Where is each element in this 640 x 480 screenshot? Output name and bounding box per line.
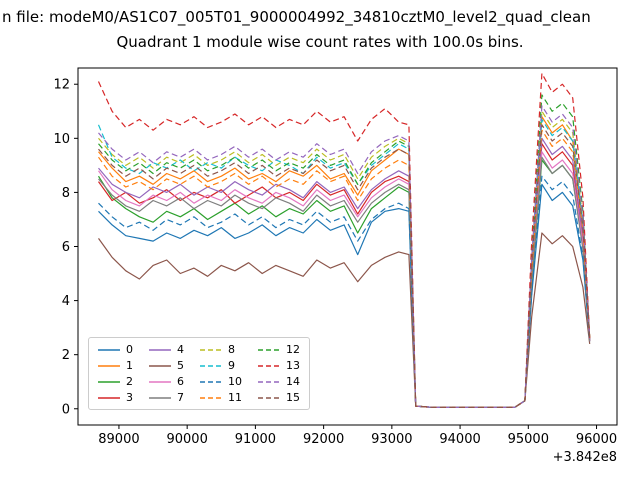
series-line-13 bbox=[97, 72, 591, 408]
series-line-11 bbox=[98, 129, 591, 408]
x-tick-label: 89000 bbox=[98, 432, 139, 447]
x-tick-label: 94000 bbox=[439, 432, 480, 447]
legend-label: 7 bbox=[177, 391, 184, 404]
legend-line-sample bbox=[149, 348, 171, 351]
legend-line-sample bbox=[200, 348, 222, 351]
legend-label: 15 bbox=[286, 391, 300, 404]
y-tick-label: 2 bbox=[62, 348, 70, 363]
series-line-5 bbox=[98, 232, 591, 408]
x-tick-label: 92000 bbox=[303, 432, 344, 447]
chart-title: Quadrant 1 module wise count rates with … bbox=[116, 33, 524, 51]
y-tick-label: 10 bbox=[53, 132, 70, 147]
legend-line-sample bbox=[258, 348, 280, 351]
legend-label: 3 bbox=[126, 391, 133, 404]
legend-column: 4 5 6 7 bbox=[149, 343, 184, 404]
legend-line-sample bbox=[98, 364, 120, 367]
legend-entry-14: 14 bbox=[258, 375, 300, 388]
legend-label: 13 bbox=[286, 359, 300, 372]
legend-line-sample bbox=[98, 396, 120, 399]
legend-entry-15: 15 bbox=[258, 391, 300, 404]
legend-label: 11 bbox=[228, 391, 242, 404]
x-tick-label: 91000 bbox=[235, 432, 276, 447]
legend-label: 12 bbox=[286, 343, 300, 356]
legend-label: 0 bbox=[126, 343, 133, 356]
y-tick-label: 4 bbox=[62, 294, 70, 309]
legend-line-sample bbox=[258, 380, 280, 383]
series-line-15 bbox=[98, 124, 591, 408]
legend-entry-13: 13 bbox=[258, 359, 300, 372]
legend-line-sample bbox=[98, 348, 120, 351]
legend-line-sample bbox=[258, 364, 280, 367]
legend-label: 9 bbox=[228, 359, 235, 372]
legend-label: 6 bbox=[177, 375, 184, 388]
legend-entry-0: 0 bbox=[98, 343, 133, 356]
legend-label: 8 bbox=[228, 343, 235, 356]
legend-entry-3: 3 bbox=[98, 391, 133, 404]
y-tick-label: 8 bbox=[62, 186, 70, 201]
y-tick-label: 12 bbox=[53, 78, 70, 93]
x-tick-label: 93000 bbox=[371, 432, 412, 447]
legend-label: 4 bbox=[177, 343, 184, 356]
x-tick-label: 95000 bbox=[508, 432, 549, 447]
legend-label: 2 bbox=[126, 375, 133, 388]
legend-line-sample bbox=[149, 396, 171, 399]
x-axis-offset-label: +3.842e8 bbox=[553, 450, 617, 465]
legend-label: 1 bbox=[126, 359, 133, 372]
legend-entry-12: 12 bbox=[258, 343, 300, 356]
legend-label: 14 bbox=[286, 375, 300, 388]
series-line-10 bbox=[98, 175, 591, 408]
legend-line-sample bbox=[200, 396, 222, 399]
legend-entry-6: 6 bbox=[149, 375, 184, 388]
legend-entry-11: 11 bbox=[200, 391, 242, 404]
legend-entry-8: 8 bbox=[200, 343, 242, 356]
x-tick-label: 90000 bbox=[166, 432, 207, 447]
legend-entry-5: 5 bbox=[149, 359, 184, 372]
legend-column: 0 1 2 3 bbox=[98, 343, 133, 404]
legend-entry-2: 2 bbox=[98, 375, 133, 388]
legend-entry-4: 4 bbox=[149, 343, 184, 356]
legend-line-sample bbox=[149, 364, 171, 367]
legend-column: 12 13 14 15 bbox=[258, 343, 300, 404]
legend-label: 10 bbox=[228, 375, 242, 388]
legend-column: 8 9 10 11 bbox=[200, 343, 242, 404]
legend-label: 5 bbox=[177, 359, 184, 372]
y-tick-label: 6 bbox=[62, 240, 70, 255]
figure-suptitle: n file: modeM0/AS1C07_005T01_9000004992_… bbox=[2, 8, 591, 26]
legend-entry-10: 10 bbox=[200, 375, 242, 388]
legend-entry-1: 1 bbox=[98, 359, 133, 372]
x-tick-label: 96000 bbox=[576, 432, 617, 447]
legend-line-sample bbox=[149, 380, 171, 383]
legend-line-sample bbox=[200, 364, 222, 367]
legend-line-sample bbox=[98, 380, 120, 383]
legend-line-sample bbox=[200, 380, 222, 383]
legend-entry-9: 9 bbox=[200, 359, 242, 372]
legend: 0 1 2 3 4 5 6 7 8 9 10 11 12 13 14 15 bbox=[88, 337, 310, 410]
y-tick-label: 0 bbox=[62, 402, 70, 417]
legend-entry-7: 7 bbox=[149, 391, 184, 404]
legend-line-sample bbox=[258, 396, 280, 399]
